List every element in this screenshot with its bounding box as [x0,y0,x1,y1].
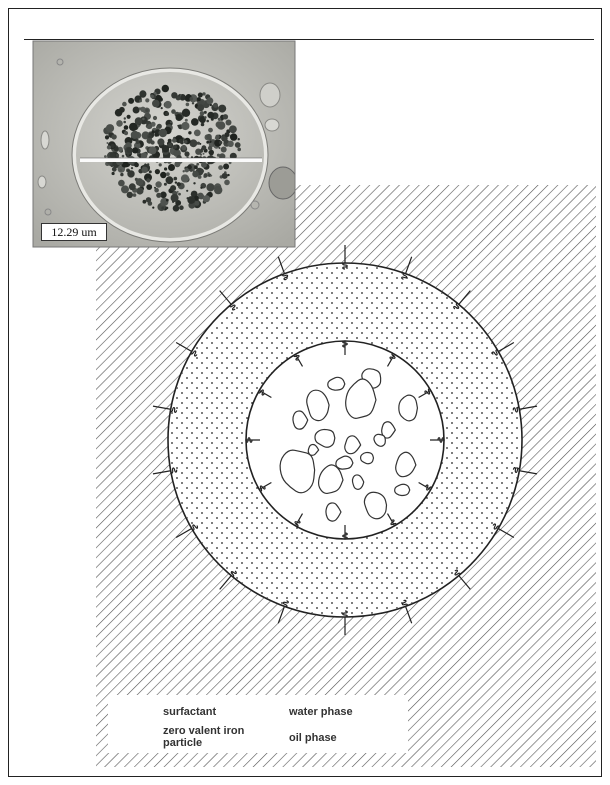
iron-particle [292,410,309,430]
inner-surfactant [258,481,272,492]
iron-particle [317,464,344,495]
iron-cluster [103,84,241,212]
inner-surfactant [386,513,397,527]
inner-surfactant [430,437,445,443]
outer-surfactant-group [152,245,538,635]
micrograph-inset [33,41,295,247]
inner-surfactant [342,525,348,540]
legend-water-phase-label: water phase [289,706,353,718]
outer-surfactant [454,569,471,590]
inner-surfactant [293,353,304,367]
iron-particle [327,376,346,391]
inner-surfactant [418,481,432,491]
legend: surfactant zero valent iron particle wat… [108,695,408,753]
iron-particle [335,455,354,470]
iron-particle [279,449,316,494]
outer-surfactant [277,256,289,281]
legend-oil-phase-label: oil phase [289,732,337,744]
inner-surfactant [418,388,432,399]
inner-surfactant-group [245,340,445,540]
iron-particle [325,502,342,522]
outer-surfactant [512,467,538,475]
outer-surfactant [492,523,515,539]
outer-surfactant [491,341,515,356]
outer-surfactant [175,341,198,357]
iron-particle [398,394,419,422]
scale-bar-label: 12.29 um [41,223,107,241]
outer-surfactant [219,290,236,311]
iron-particle [363,491,388,520]
inner-surfactant [245,437,260,443]
inner-surfactant [342,340,348,355]
outer-surfactant [175,524,199,539]
iron-particle-group [279,368,419,522]
iron-particle [373,433,386,447]
inner-surfactant [386,353,396,367]
inner-surfactant [258,389,272,399]
outer-surfactant [152,467,178,475]
inner-core [245,340,445,540]
iron-particle [314,428,336,448]
legend-surfactant-label: surfactant [163,706,217,718]
outer-surfactant [512,405,538,413]
iron-particle [351,474,365,490]
inner-surfactant [294,513,304,527]
legend-iron-label-line2: particle [163,737,203,749]
iron-particle [344,435,362,455]
outer-surfactant [401,599,413,624]
outer-surfactant [277,600,289,624]
outer-surfactant [342,610,348,635]
outer-surfactant [453,290,471,310]
iron-particle [395,451,417,478]
outer-surfactant [219,570,237,590]
iron-particle [307,443,320,456]
iron-particle [381,421,397,439]
legend-iron-label-line1: zero valent iron [163,725,245,737]
outer-surfactant [342,245,348,270]
iron-particle [394,483,411,497]
iron-particle [306,389,330,422]
outer-surfactant [401,256,413,280]
droplet-membrane [72,68,268,242]
iron-particle [345,378,377,419]
top-rule [24,39,594,40]
iron-particle [359,451,375,465]
outer-surfactant [152,405,178,413]
